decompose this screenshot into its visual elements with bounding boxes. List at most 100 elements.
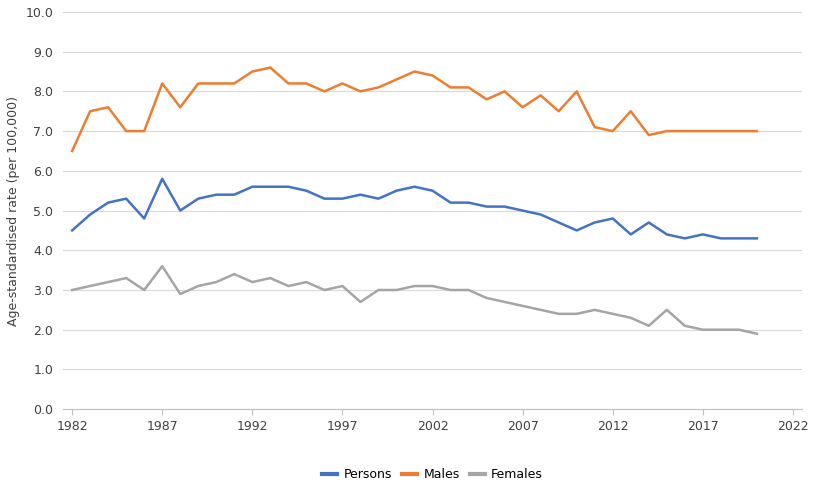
Males (212, 80, 221, 86)
Males (536, 92, 546, 98)
Persons (121, 196, 131, 202)
Females (337, 283, 347, 289)
Females (698, 327, 708, 333)
Males (662, 128, 672, 134)
Females (373, 287, 383, 293)
Persons (283, 184, 293, 190)
Persons (67, 228, 77, 234)
Persons (212, 192, 221, 198)
Males (734, 128, 743, 134)
Males (266, 64, 275, 70)
Y-axis label: Age-standardised rate (per 100,000): Age-standardised rate (per 100,000) (7, 96, 20, 325)
Persons (319, 196, 329, 202)
Females (608, 311, 618, 317)
Persons (427, 188, 437, 194)
Females (319, 287, 329, 293)
Females (445, 287, 455, 293)
Persons (518, 208, 528, 214)
Line: Males: Males (72, 67, 757, 151)
Persons (139, 216, 149, 222)
Males (572, 88, 582, 94)
Males (590, 124, 600, 130)
Females (391, 287, 401, 293)
Males (337, 80, 347, 86)
Males (67, 148, 77, 154)
Males (644, 132, 654, 138)
Females (176, 291, 185, 297)
Males (121, 128, 131, 134)
Persons (445, 200, 455, 206)
Males (409, 68, 419, 74)
Males (230, 80, 239, 86)
Females (121, 275, 131, 281)
Females (662, 307, 672, 313)
Females (355, 299, 365, 305)
Males (248, 68, 257, 74)
Line: Persons: Persons (72, 179, 757, 239)
Males (500, 88, 510, 94)
Persons (103, 200, 113, 206)
Females (464, 287, 474, 293)
Persons (194, 196, 203, 202)
Males (103, 104, 113, 110)
Females (554, 311, 564, 317)
Females (103, 279, 113, 285)
Males (464, 84, 474, 90)
Males (716, 128, 725, 134)
Males (85, 108, 95, 114)
Females (626, 315, 636, 321)
Females (301, 279, 311, 285)
Persons (176, 208, 185, 214)
Persons (572, 228, 582, 234)
Legend: Persons, Males, Females: Persons, Males, Females (318, 463, 547, 486)
Females (283, 283, 293, 289)
Persons (698, 232, 708, 238)
Males (518, 104, 528, 110)
Persons (716, 236, 725, 242)
Males (482, 96, 492, 102)
Females (230, 271, 239, 277)
Females (518, 303, 528, 309)
Persons (337, 196, 347, 202)
Males (139, 128, 149, 134)
Males (427, 72, 437, 78)
Males (301, 80, 311, 86)
Persons (85, 212, 95, 218)
Females (644, 323, 654, 329)
Females (752, 331, 761, 337)
Females (500, 299, 510, 305)
Females (85, 283, 95, 289)
Males (283, 80, 293, 86)
Females (139, 287, 149, 293)
Persons (266, 184, 275, 190)
Persons (626, 232, 636, 238)
Persons (608, 216, 618, 222)
Males (680, 128, 690, 134)
Males (752, 128, 761, 134)
Persons (734, 236, 743, 242)
Females (212, 279, 221, 285)
Males (319, 88, 329, 94)
Males (194, 80, 203, 86)
Persons (373, 196, 383, 202)
Males (355, 88, 365, 94)
Males (608, 128, 618, 134)
Males (176, 104, 185, 110)
Males (626, 108, 636, 114)
Persons (536, 212, 546, 218)
Females (716, 327, 725, 333)
Females (194, 283, 203, 289)
Persons (662, 232, 672, 238)
Females (734, 327, 743, 333)
Persons (752, 236, 761, 242)
Persons (355, 192, 365, 198)
Females (590, 307, 600, 313)
Persons (409, 184, 419, 190)
Females (158, 263, 167, 269)
Males (554, 108, 564, 114)
Persons (500, 204, 510, 210)
Persons (680, 236, 690, 242)
Persons (554, 220, 564, 226)
Line: Females: Females (72, 266, 757, 334)
Males (445, 84, 455, 90)
